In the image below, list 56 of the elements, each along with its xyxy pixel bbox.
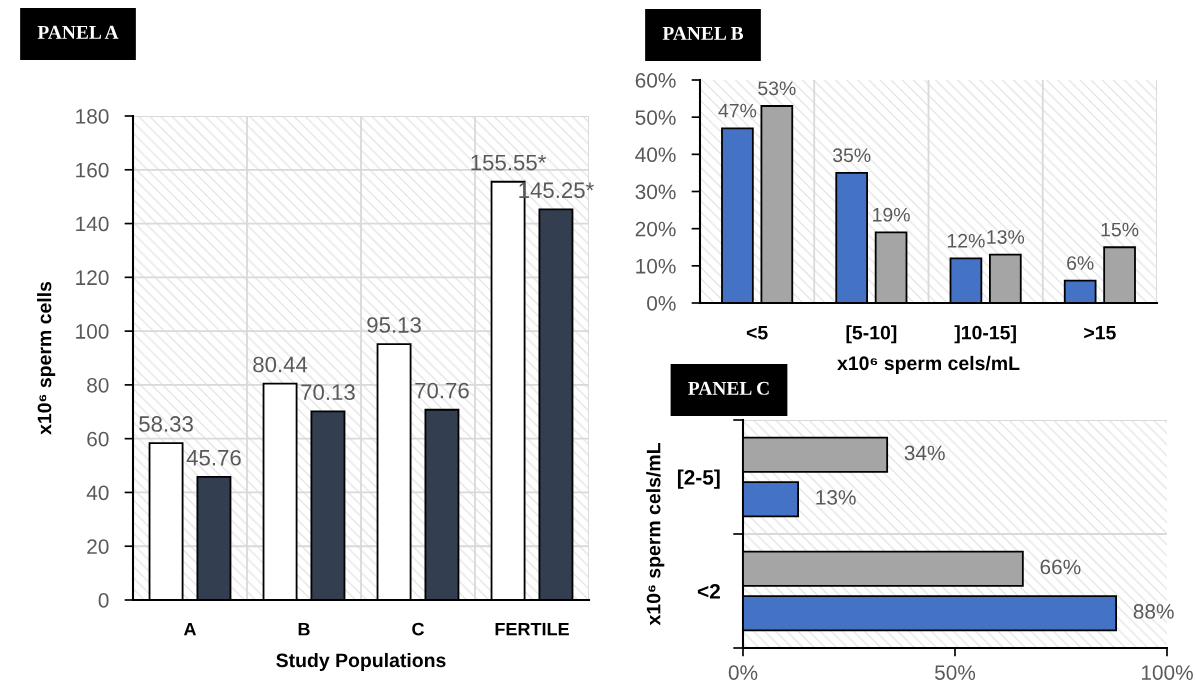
- data-label: 35%: [832, 148, 871, 163]
- x-tick-label: 100%: [1141, 665, 1193, 680]
- data-label: 6%: [1067, 256, 1094, 270]
- data-label: 95.13: [367, 317, 421, 333]
- y-tick-label: 10%: [636, 258, 676, 274]
- x-tick-label: ]10-15]: [954, 325, 1016, 344]
- y-tick-label: 40: [86, 485, 109, 501]
- data-label: 80.44: [253, 356, 308, 373]
- y-tick-label: 60%: [635, 73, 676, 88]
- y-tick-label: 20%: [635, 221, 676, 237]
- data-label: 66%: [1040, 559, 1081, 575]
- y-tick-label: [2-5]: [677, 469, 720, 489]
- y-tick-label: 160: [76, 162, 109, 178]
- data-label: 45.76: [186, 449, 241, 466]
- data-label: 70.76: [415, 382, 469, 399]
- x-tick-label: <5: [746, 325, 768, 340]
- data-label: 15%: [1101, 222, 1139, 237]
- y-tick-label: 140: [76, 216, 109, 232]
- y-axis-title: x10⁶ sperm cels/mL: [646, 443, 665, 626]
- data-label: 53%: [758, 81, 796, 96]
- y-tick-label: 120: [76, 270, 109, 286]
- x-tick-label: 0%: [728, 665, 758, 680]
- y-tick-label: 80: [87, 377, 109, 393]
- y-tick-label: 50%: [635, 110, 676, 125]
- data-label: 12%: [947, 233, 985, 248]
- data-label: 34%: [904, 445, 945, 461]
- data-label: 13%: [987, 230, 1025, 244]
- x-tick-label: [5-10]: [846, 325, 897, 344]
- chart-title: PANEL B: [662, 26, 744, 40]
- data-label: 58.33: [139, 416, 193, 432]
- data-label: 155.55*: [471, 154, 547, 171]
- data-label: 13%: [816, 490, 856, 505]
- chart-title: PANEL C: [688, 381, 769, 395]
- y-tick-label: 20: [87, 539, 109, 554]
- x-axis-title: x10⁶ sperm cels/mL: [837, 355, 1020, 374]
- chart-title: PANEL A: [37, 25, 119, 39]
- x-tick-label: C: [412, 622, 425, 636]
- y-axis-title: x10⁶ sperm cells: [37, 281, 56, 435]
- y-tick-label: 0: [98, 593, 109, 608]
- y-tick-label: <2: [697, 584, 720, 599]
- y-tick-label: 0%: [647, 296, 676, 311]
- y-tick-label: 60: [87, 431, 109, 447]
- data-label: 19%: [873, 207, 910, 222]
- x-tick-label: B: [298, 622, 310, 636]
- x-tick-label: A: [183, 622, 197, 636]
- y-tick-label: 40%: [635, 147, 676, 163]
- y-tick-label: 30%: [635, 184, 676, 200]
- data-label: 47%: [718, 103, 757, 118]
- x-tick-label: FERTILE: [495, 622, 569, 636]
- data-label: 88%: [1133, 604, 1174, 619]
- y-tick-label: 180: [76, 109, 109, 124]
- data-label: 70.13: [301, 384, 355, 401]
- x-axis-title: Study Populations: [276, 652, 446, 672]
- y-tick-label: 100: [76, 324, 109, 339]
- x-tick-label: >15: [1084, 325, 1116, 340]
- x-tick-label: 50%: [934, 665, 976, 680]
